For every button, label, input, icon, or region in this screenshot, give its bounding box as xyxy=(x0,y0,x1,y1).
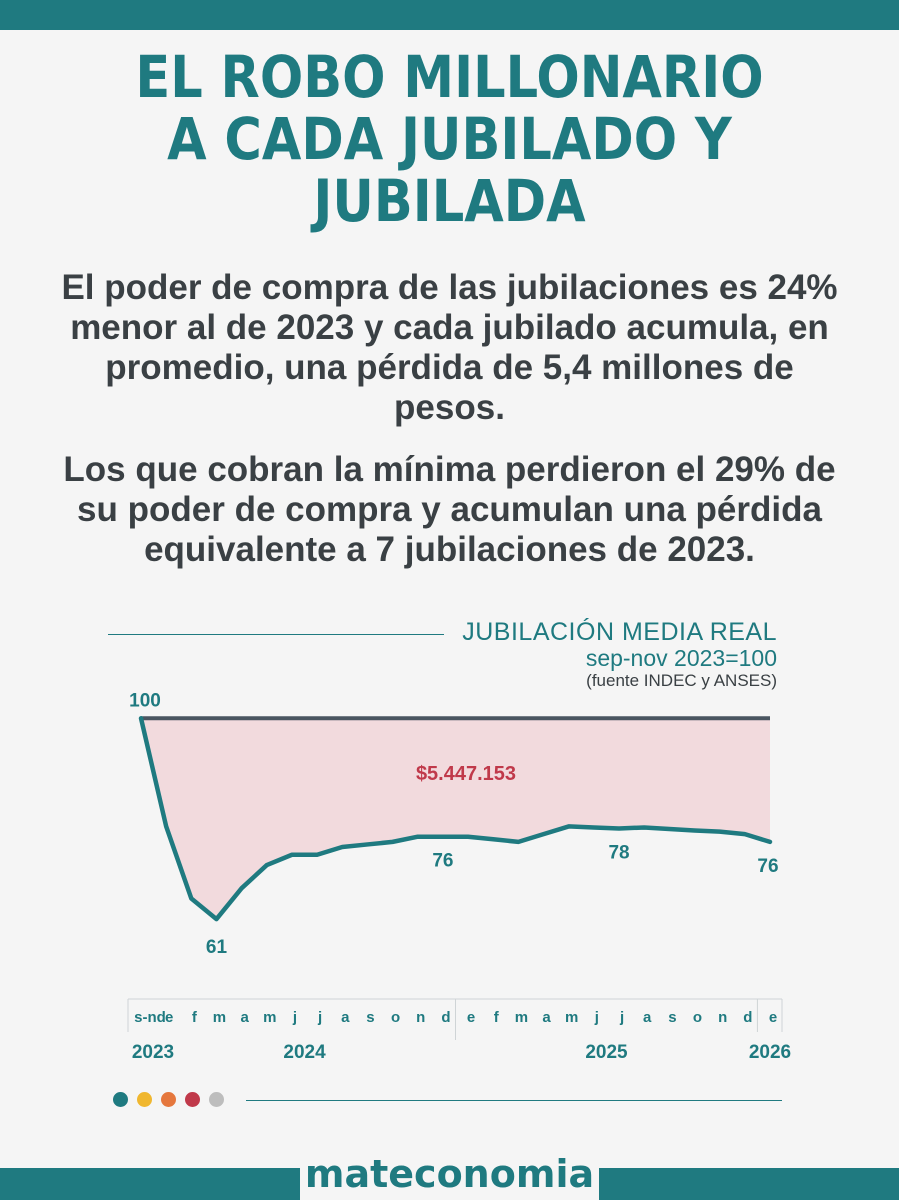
x-tick-label: a xyxy=(240,1009,249,1026)
x-tick-label: j xyxy=(317,1009,322,1026)
footer-bar-right xyxy=(599,1168,899,1200)
loss-area xyxy=(141,718,770,920)
data-label: 61 xyxy=(206,937,228,958)
x-tick-label: s xyxy=(366,1009,374,1026)
data-label: 76 xyxy=(757,856,778,877)
year-label: 2023 xyxy=(132,1042,174,1063)
chart-subtitle: sep-nov 2023=100 xyxy=(585,645,777,671)
headline: EL ROBO MILLONARIO A CADA JUBILADO Y JUB… xyxy=(89,46,810,232)
x-tick-label: o xyxy=(391,1009,400,1026)
x-tick-label: a xyxy=(542,1009,551,1026)
x-tick-label: n xyxy=(718,1009,727,1026)
data-label: 76 xyxy=(432,851,453,872)
x-tick-label: m xyxy=(565,1009,578,1026)
color-dots xyxy=(113,1092,224,1107)
x-tick-label: m xyxy=(213,1009,226,1026)
x-tick-label: j xyxy=(292,1009,297,1026)
x-tick-label: e xyxy=(467,1009,475,1026)
x-tick-label: a xyxy=(341,1009,350,1026)
summary-paragraph-2: Los que cobran la mínima perdieron el 29… xyxy=(63,450,836,569)
chart-title-rule xyxy=(108,634,444,635)
headline-line-1: EL ROBO MILLONARIO xyxy=(135,43,764,111)
headline-line-2: A CADA JUBILADO Y xyxy=(167,105,732,173)
dot-yellow xyxy=(137,1092,152,1107)
footer-bar-left xyxy=(0,1168,300,1200)
dot-orange xyxy=(161,1092,176,1107)
loss-annotation: $5.447.153 xyxy=(416,763,516,785)
x-tick-label: m xyxy=(263,1009,276,1026)
chart-source: (fuente INDEC y ANSES) xyxy=(586,671,777,690)
x-tick-label: m xyxy=(515,1009,528,1026)
x-tick-label: f xyxy=(192,1009,198,1026)
footer-rule xyxy=(246,1100,782,1101)
x-tick-label: o xyxy=(693,1009,702,1026)
baseline-label: 100 xyxy=(129,690,161,711)
top-bar xyxy=(0,0,899,30)
dot-red xyxy=(185,1092,200,1107)
chart-heading: JUBILACIÓN MEDIA REAL sep-nov 2023=100 (… xyxy=(462,618,777,692)
headline-line-3: JUBILADA xyxy=(313,167,586,235)
series-line xyxy=(138,716,773,922)
x-tick-label: j xyxy=(594,1009,599,1026)
x-tick-label: s xyxy=(668,1009,676,1026)
year-label: 2025 xyxy=(585,1042,628,1063)
year-label: 2026 xyxy=(749,1042,791,1063)
x-tick-label: d xyxy=(441,1009,450,1026)
x-tick-label: j xyxy=(619,1009,624,1026)
x-tick-label: a xyxy=(643,1009,652,1026)
x-tick-label: n xyxy=(416,1009,425,1026)
chart-title: JUBILACIÓN MEDIA REAL xyxy=(462,618,777,646)
dot-teal xyxy=(113,1092,128,1107)
x-tick-label: e xyxy=(769,1009,777,1026)
x-tick-label: e xyxy=(165,1009,173,1026)
x-tick-label: d xyxy=(743,1009,752,1026)
summary-paragraph-1: El poder de compra de las jubilaciones e… xyxy=(61,268,838,427)
x-tick-label: s-nd xyxy=(134,1009,166,1026)
data-label: 78 xyxy=(608,842,629,863)
brand-logo: mateconomia xyxy=(304,1152,595,1196)
x-tick-label: f xyxy=(494,1009,500,1026)
dot-gray xyxy=(209,1092,224,1107)
year-label: 2024 xyxy=(283,1042,326,1063)
